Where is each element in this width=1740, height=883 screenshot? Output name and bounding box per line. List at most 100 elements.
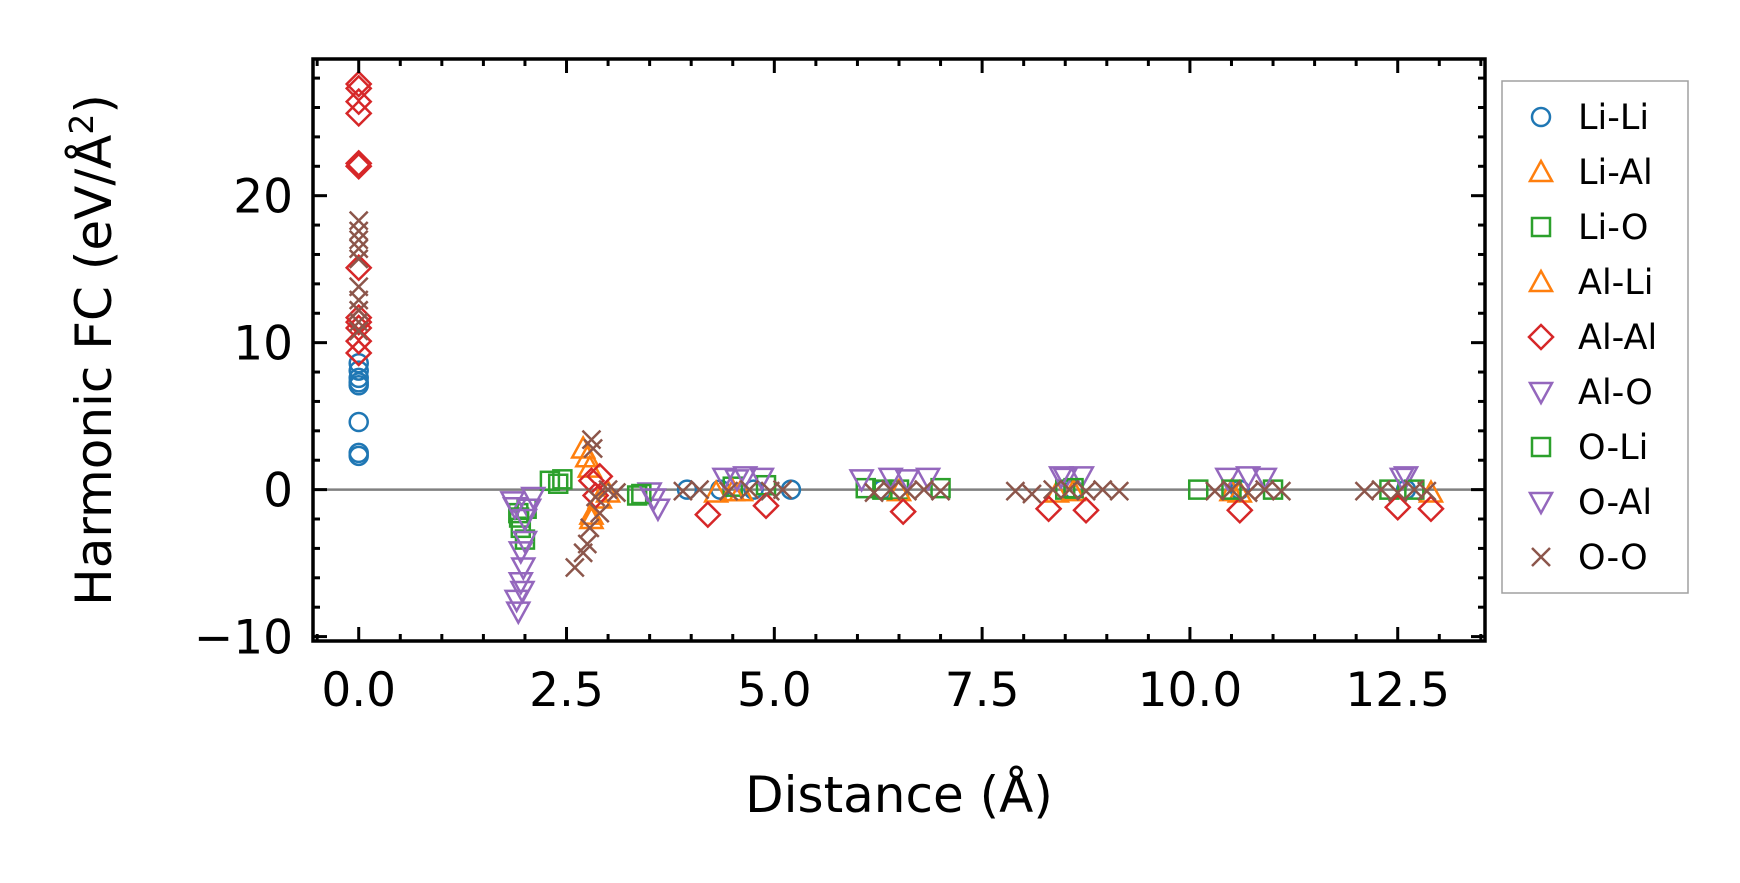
- legend-label: Al-O: [1578, 373, 1653, 413]
- point-o-o: [1254, 479, 1275, 500]
- point-o-o: [1387, 482, 1408, 503]
- legend-marker: [1530, 436, 1552, 458]
- point-o-al: [723, 469, 751, 493]
- y-tick-label: 10: [233, 317, 293, 372]
- legend-label: Al-Al: [1578, 318, 1657, 358]
- y-tick-label: 0: [263, 464, 293, 519]
- legend-label: O-Al: [1578, 483, 1652, 523]
- point-o-o: [579, 517, 600, 538]
- point-o-o: [1416, 481, 1437, 501]
- point-o-al: [507, 541, 534, 565]
- legend-marker: [1530, 106, 1552, 128]
- point-al-al: [1417, 494, 1445, 523]
- point-o-li: [547, 473, 569, 494]
- point-al-al: [344, 99, 373, 128]
- series-o-o: [348, 210, 1437, 578]
- point-o-al: [1047, 466, 1075, 490]
- point-al-al: [694, 500, 722, 529]
- series-o-al: [501, 466, 1415, 565]
- point-al-o: [914, 467, 942, 492]
- legend-label: O-O: [1578, 538, 1648, 578]
- legend-label: O-Li: [1578, 428, 1648, 468]
- point-o-o: [930, 481, 951, 501]
- point-o-o: [1042, 479, 1063, 500]
- legend-label: Li-Li: [1578, 98, 1649, 138]
- point-o-o: [348, 321, 369, 341]
- point-o-o: [1221, 479, 1242, 500]
- x-tick-label: 7.5: [945, 663, 1020, 718]
- legend-item-li-li: Li-Li: [1530, 98, 1649, 138]
- legend-frame: [1501, 80, 1689, 594]
- series-al-al: [344, 70, 1445, 529]
- point-o-o: [1109, 481, 1130, 501]
- legend-label: Li-Al: [1578, 153, 1653, 193]
- point-al-li: [1218, 477, 1245, 502]
- point-al-al: [1226, 496, 1254, 524]
- legend-item-li-o: Li-O: [1530, 208, 1648, 248]
- point-al-o: [894, 469, 921, 493]
- point-o-o: [864, 482, 884, 503]
- point-al-o: [509, 580, 536, 605]
- legend: Li-Li Li-Al Li-O Al-Li Al-Al Al-O O-Li O-Al O-O: [1501, 80, 1689, 594]
- point-o-li: [1221, 479, 1242, 500]
- point-o-o: [348, 229, 369, 250]
- point-o-al: [1388, 467, 1415, 492]
- x-axis-title: Distance (Å): [745, 766, 1053, 824]
- point-o-o: [772, 479, 793, 500]
- point-o-o: [1204, 481, 1225, 501]
- point-al-al: [344, 87, 373, 116]
- point-o-o: [1076, 481, 1096, 501]
- legend-marker: [1530, 216, 1552, 238]
- point-al-li: [570, 434, 597, 459]
- legend-marker: [1527, 323, 1555, 351]
- point-al-al: [344, 152, 373, 181]
- point-o-o: [348, 312, 369, 332]
- tick-labels: 0.0 2.5 5.0 7.5 10.0 12.5 −10 0 10 20: [194, 170, 1450, 718]
- point-o-o: [1092, 479, 1113, 500]
- point-o-o: [1354, 481, 1375, 501]
- point-o-o: [914, 479, 934, 500]
- point-li-o: [1187, 479, 1209, 500]
- point-al-al: [344, 149, 373, 178]
- point-al-al: [889, 497, 917, 526]
- x-tick-label: 0.0: [321, 663, 396, 718]
- y-axis-title: Harmonic FC (eV/Å2): [62, 94, 123, 606]
- legend-marker: [1527, 268, 1555, 293]
- point-al-o: [732, 466, 759, 490]
- y-tick-label: 20: [233, 170, 293, 225]
- legend-item-al-al: Al-Al: [1527, 318, 1657, 358]
- legend-item-li-al: Li-Al: [1527, 153, 1653, 193]
- point-o-o: [689, 479, 710, 500]
- point-o-o: [348, 221, 369, 241]
- point-o-o: [1059, 479, 1080, 500]
- x-tick-label: 2.5: [529, 663, 604, 718]
- plot-area: [313, 70, 1485, 626]
- point-al-al: [1383, 493, 1412, 522]
- point-o-o: [1371, 479, 1391, 500]
- point-li-li: [348, 367, 369, 389]
- point-o-li: [631, 483, 652, 505]
- point-li-li: [676, 479, 698, 500]
- point-o-al: [501, 497, 529, 521]
- legend-item-o-al: O-Al: [1527, 483, 1652, 523]
- point-al-o: [520, 486, 547, 511]
- point-li-o: [552, 469, 573, 490]
- point-o-o: [577, 534, 598, 554]
- point-al-al: [1072, 496, 1100, 524]
- point-al-o: [1068, 466, 1095, 490]
- point-o-o: [1022, 484, 1042, 504]
- point-o-o: [673, 481, 693, 501]
- point-li-li: [348, 411, 369, 433]
- legend-item-o-li: O-Li: [1530, 428, 1648, 468]
- point-o-o: [606, 482, 627, 503]
- point-li-o: [930, 477, 951, 499]
- point-al-al: [344, 70, 373, 98]
- point-al-al: [344, 339, 373, 367]
- point-o-o: [348, 248, 369, 269]
- point-al-o: [848, 469, 875, 493]
- point-al-al: [585, 462, 614, 491]
- point-o-o: [564, 557, 585, 578]
- point-li-al: [703, 478, 730, 503]
